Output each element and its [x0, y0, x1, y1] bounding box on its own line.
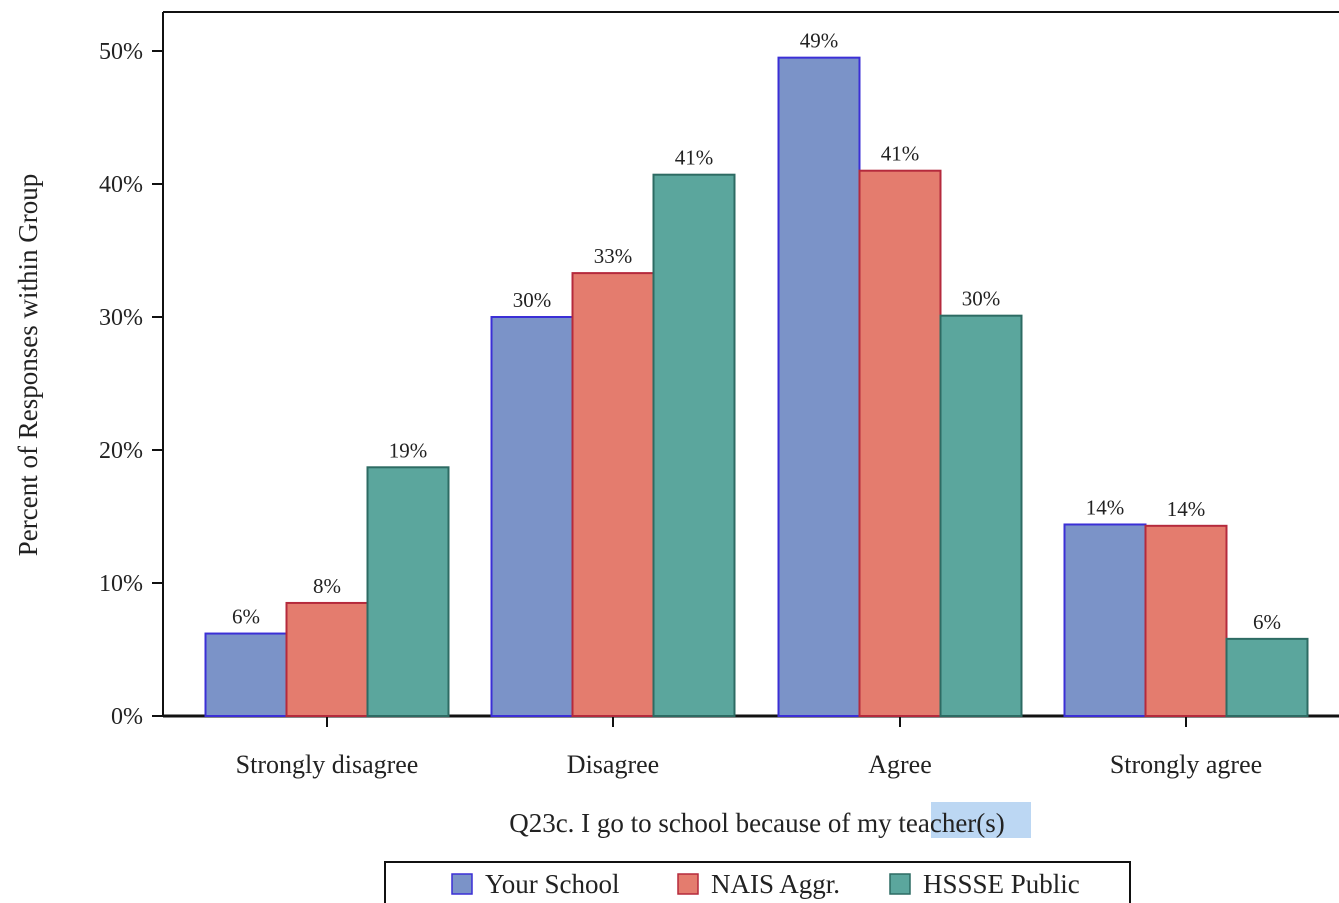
legend-label: NAIS Aggr.	[711, 869, 840, 899]
y-tick-label: 20%	[99, 438, 143, 464]
y-axis: 0% 10% 20% 30% 40% 50%	[99, 39, 163, 730]
y-tick-label: 0%	[111, 704, 143, 730]
legend-label: Your School	[485, 869, 620, 899]
x-axis-title-highlight	[931, 802, 1031, 838]
x-axis-title-highlighted: teacher	[898, 808, 976, 838]
data-label: 14%	[1167, 497, 1206, 521]
bar	[1063, 523, 1147, 717]
y-tick-label: 50%	[99, 39, 143, 65]
legend-box	[384, 861, 1131, 903]
legend-swatch	[451, 873, 473, 895]
data-label: 6%	[232, 605, 260, 629]
data-labels: 6% 30% 49% 14% 8% 33% 41% 14% 19% 41% 30% 6%	[232, 29, 1281, 634]
y-tick-label: 40%	[99, 172, 143, 198]
legend-swatch	[889, 873, 911, 895]
y-axis-title: Percent of Responses within Group	[13, 174, 43, 556]
data-label: 30%	[513, 288, 552, 312]
bar	[858, 169, 942, 717]
bar	[1144, 524, 1228, 717]
bars	[204, 56, 1309, 718]
x-axis-title-suffix: (s)	[976, 808, 1005, 838]
data-label: 6%	[1253, 610, 1281, 634]
bar	[490, 316, 574, 717]
x-axis-title: Q23c. I go to school because of my teach…	[509, 808, 1005, 838]
data-label: 19%	[389, 438, 428, 462]
bar	[652, 173, 736, 717]
y-tick-label: 30%	[99, 305, 143, 331]
x-axis: Strongly disagree Disagree Agree Strongly a…	[236, 716, 1262, 779]
category-label: Strongly agree	[1110, 750, 1262, 779]
legend-swatch	[677, 873, 699, 895]
data-label: 30%	[962, 287, 1001, 311]
data-label: 49%	[800, 29, 839, 53]
bar	[777, 56, 861, 717]
x-axis-title-prefix: Q23c. I go to school because of my	[509, 808, 898, 838]
bar	[939, 314, 1023, 717]
category-label: Agree	[868, 750, 932, 779]
bar	[204, 632, 288, 717]
category-label: Disagree	[567, 750, 659, 779]
data-label: 41%	[675, 146, 714, 170]
data-label: 41%	[881, 142, 920, 166]
bar	[1225, 637, 1309, 717]
legend: Your School NAIS Aggr. HSSSE Public	[384, 861, 1131, 903]
category-label: Strongly disagree	[236, 750, 419, 779]
data-label: 14%	[1086, 495, 1125, 519]
y-tick-label: 10%	[99, 571, 143, 597]
bar	[571, 272, 655, 717]
bar	[366, 466, 450, 718]
data-label: 33%	[594, 244, 633, 268]
bar	[285, 601, 369, 718]
legend-label: HSSSE Public	[923, 869, 1080, 899]
data-label: 8%	[313, 574, 341, 598]
